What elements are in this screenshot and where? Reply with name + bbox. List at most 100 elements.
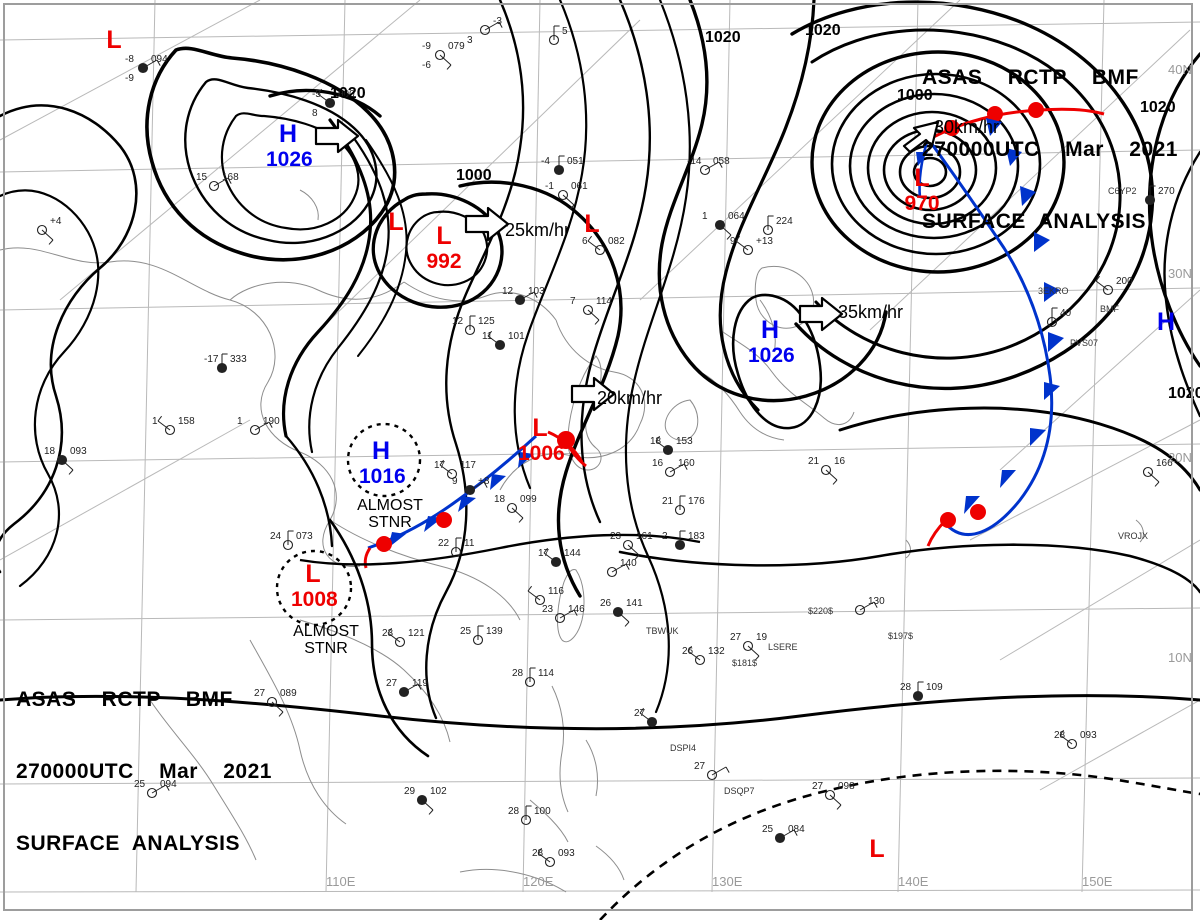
station-temperature: 27 [730,632,742,643]
station-temperature: 28 [532,848,544,859]
station-plot: 18 093 [44,446,87,475]
station-plot: 7 114 [570,296,612,325]
station-pressure: 084 [788,824,805,835]
station-plot: 9 +13 [730,235,773,256]
station-temperature: -4 [541,156,550,167]
station-pressure: 101 [508,331,525,342]
station-plot: 27 089 [254,688,297,717]
station-temperature: 26 [682,646,694,657]
station-plot: 28 093 [1054,729,1097,750]
station-temperature: 27 [634,708,646,719]
motion-arrow-high-1026-japan [798,296,844,332]
station-temperature: 2 [662,531,668,542]
title-line-time-2: 270000UTC Mar 2021 [16,760,272,783]
station-plot: -5 000 8 [312,88,355,119]
system-symbol: L [436,222,452,250]
station-plot: -4 051 [541,155,584,176]
station-plot: 3EKRO [1038,286,1069,296]
station-pressure: 176 [688,496,705,507]
station-plot: DSQP7 [724,786,755,796]
motion-label-0: 25km/hr [505,220,571,240]
station-pressure: 093 [558,848,575,859]
station-pressure: 153 [676,436,693,447]
station-plot: LSERE [768,642,798,652]
isobar-label-2: 1020 [705,29,741,46]
station-temperature: -8 [125,54,134,65]
station-pressure: 161 [636,531,653,542]
isobar-label-6: 1020 [1168,385,1200,402]
station-temperature: 27 [386,678,398,689]
station-plot: 40 [1046,307,1072,328]
system-pressure-value: 1008 [291,588,338,611]
title-line-type: SURFACE ANALYSIS [922,210,1147,233]
station-pressure: 103 [528,286,545,297]
latitude-label-0: 40N [1168,62,1192,77]
pressure-system-h-6: H 1016 [359,437,406,488]
station-dewpoint: 3 [467,35,473,46]
station-pressure: 102 [430,786,447,797]
system-symbol: L [532,414,548,442]
station-plot: 11 101 [482,330,525,351]
isobars [0,0,1200,758]
station-plot: 1 064 [702,211,745,240]
motion-label-1: 20km/hr [597,388,663,408]
station-pressure: 082 [608,236,625,247]
title-line-product-2: ASAS RCTP BMF [16,688,233,711]
pressure-system-h-5: H 1026 [748,316,795,367]
station-pressure: 117 [460,460,476,471]
station-pressure: 5 [562,26,568,37]
station-plot: 21 16 [808,456,846,485]
station-identifier: DSQP7 [724,786,755,796]
station-temperature: 11 [482,331,493,342]
motion-arrow-low-1006 [570,376,616,412]
station-temperature: 17 [538,548,550,559]
station-pressure: +4 [50,216,62,227]
station-pressure: 200 [1116,276,1133,287]
station-pressure: -3 [493,16,502,27]
station-pressure: 121 [408,628,425,639]
station-pressure: 098 [838,781,855,792]
station-plot: -1 061 [545,181,588,210]
station-pressure: 16 [834,456,846,467]
station-pressure: 141 [626,598,643,609]
pressure-system-l-8: L 1006 [518,414,565,465]
station-plot: 27 [634,707,658,728]
system-pressure-value: 992 [426,250,462,273]
station-plot: +4 [36,216,62,245]
station-plot: 9 +8 [452,476,490,496]
station-identifier: TBWUK [646,626,679,636]
station-pressure: 166 [1156,458,1173,469]
station-plot: 5 [548,25,568,46]
station-plot: BMF [1100,304,1120,314]
station-plot: 27 098 [812,781,855,810]
system-symbol: H [760,316,780,344]
isobar-label-0: 1020 [330,85,366,102]
station-temperature: -14 [687,156,702,167]
latitude-label-1: 30N [1168,266,1192,281]
longitude-label-3: 140E [898,874,929,889]
isobar-label-4: 1000 [897,87,933,104]
station-identifier: $220$ [808,606,833,616]
station-identifier: PVS07 [1070,338,1098,348]
station-plot: 166 [1142,458,1173,487]
stationary-front-east-china-sea [363,434,538,569]
system-symbol: H [371,437,391,465]
station-plot: 15 168 [196,172,239,192]
system-pressure-value: 1026 [748,344,795,367]
station-plot: 140 [606,558,637,578]
station-pressure: 40 [1060,308,1072,319]
station-plot: -3 3 [467,16,503,46]
station-pressure: 333 [230,354,247,365]
title-line-product: ASAS RCTP BMF [922,66,1139,89]
station-identifier: DSPI4 [670,743,696,753]
station-pressure: 093 [70,446,87,457]
station-temperature: 23 [542,604,554,615]
pressure-system-l-1: L 992 [422,222,466,273]
station-temperature: 1 [237,416,243,427]
pressure-system-l-3: L [570,212,614,237]
longitude-label-2: 130E [712,874,743,889]
station-pressure: 064 [728,211,745,222]
pressure-system-l-4: L 970 [900,166,944,215]
station-pressure: 132 [708,646,725,657]
